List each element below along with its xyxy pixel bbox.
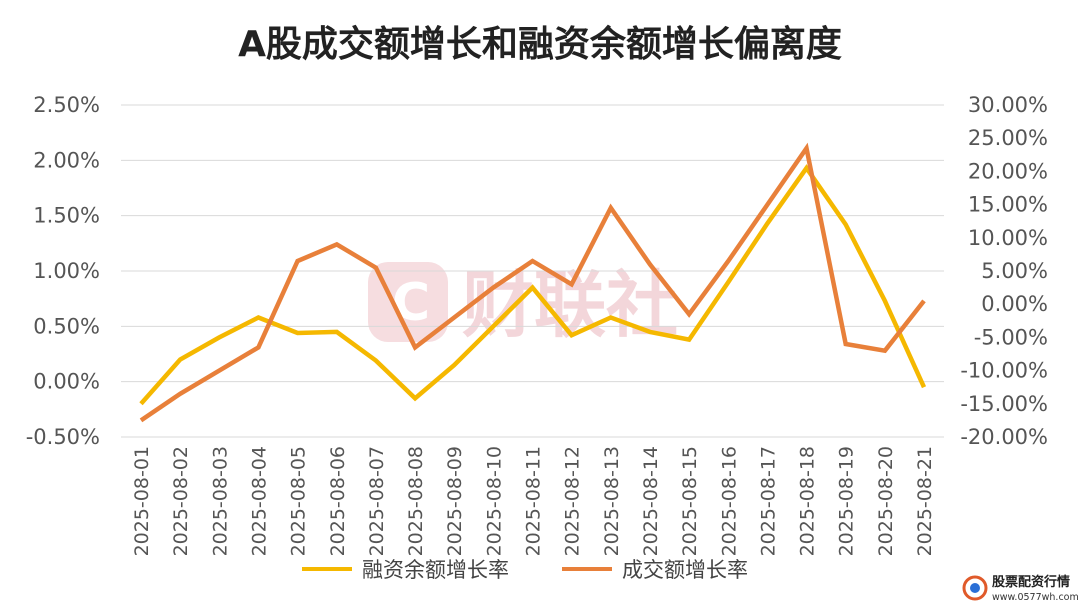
- x-tick-label: 2025-08-19: [836, 446, 858, 556]
- left-tick-label: 1.00%: [33, 259, 100, 283]
- series-layer: [139, 142, 927, 423]
- legend-label-turnover: 成交额增长率: [622, 558, 748, 582]
- right-tick-label: 10.00%: [968, 226, 1048, 250]
- grid: [121, 104, 944, 438]
- watermark-logo-letter-icon: C: [392, 273, 430, 333]
- x-axis: 2025-08-01 2025-08-02 2025-08-03 2025-08-04…: [131, 446, 936, 556]
- watermark-logo-icon: [368, 262, 448, 342]
- x-tick-label: 2025-08-20: [875, 446, 897, 556]
- corner-logo-dot-icon: [970, 583, 980, 593]
- right-axis: -20.00% -15.00% -10.00% -5.00% 0.00% 5.00% 10.…: [960, 93, 1048, 449]
- right-tick-label: 20.00%: [968, 159, 1048, 183]
- x-tick-label: 2025-08-16: [718, 446, 740, 556]
- x-tick-label: 2025-08-18: [797, 446, 819, 556]
- right-tick-label: -15.00%: [960, 392, 1048, 416]
- legend: 融资余额增长率 成交额增长率: [302, 558, 748, 582]
- left-tick-label: 2.00%: [33, 148, 100, 172]
- x-tick-label: 2025-08-01: [131, 446, 153, 556]
- right-tick-label: -20.00%: [960, 425, 1048, 449]
- left-tick-label: 0.00%: [33, 370, 100, 394]
- series-line-0: [139, 164, 927, 406]
- x-tick-label: 2025-08-21: [914, 446, 936, 556]
- left-axis: -0.50% 0.00% 0.50% 1.00% 1.50% 2.00% 2.50%: [26, 93, 100, 449]
- right-tick-label: -10.00%: [960, 359, 1048, 383]
- x-tick-label: 2025-08-17: [757, 446, 779, 556]
- chart-title: A股成交额增长和融资余额增长偏离度: [238, 23, 842, 65]
- x-tick-label: 2025-08-15: [679, 446, 701, 556]
- x-tick-label: 2025-08-06: [327, 446, 349, 556]
- x-tick-label: 2025-08-12: [562, 446, 584, 556]
- right-tick-label: 5.00%: [981, 259, 1048, 283]
- x-tick-label: 2025-08-10: [483, 446, 505, 556]
- right-tick-label: 0.00%: [981, 292, 1048, 316]
- x-tick-label: 2025-08-03: [209, 446, 231, 556]
- x-tick-label: 2025-08-08: [405, 446, 427, 556]
- x-tick-label: 2025-08-04: [248, 446, 270, 556]
- x-tick-label: 2025-08-07: [366, 446, 388, 556]
- left-tick-label: 0.50%: [33, 314, 100, 338]
- x-tick-label: 2025-08-09: [444, 446, 466, 556]
- center-watermark: C 财联社: [368, 262, 678, 347]
- corner-logo-icon: [962, 575, 988, 601]
- x-tick-label: 2025-08-02: [170, 446, 192, 556]
- left-tick-label: 1.50%: [33, 204, 100, 228]
- corner-watermark: 股票配资行情 www.0577wh.com: [962, 574, 1079, 603]
- x-tick-label: 2025-08-13: [601, 446, 623, 556]
- corner-watermark-name: 股票配资行情: [992, 574, 1070, 590]
- right-tick-label: 30.00%: [968, 93, 1048, 117]
- left-tick-label: 2.50%: [33, 93, 100, 117]
- left-tick-label: -0.50%: [26, 425, 100, 449]
- right-tick-label: 15.00%: [968, 193, 1048, 217]
- x-tick-label: 2025-08-14: [640, 446, 662, 556]
- corner-watermark-url: www.0577wh.com: [992, 592, 1079, 603]
- right-tick-label: 25.00%: [968, 126, 1048, 150]
- right-tick-label: -5.00%: [974, 325, 1048, 349]
- x-tick-label: 2025-08-11: [523, 446, 545, 556]
- legend-label-financing: 融资余额增长率: [362, 558, 509, 582]
- x-tick-label: 2025-08-05: [288, 446, 310, 556]
